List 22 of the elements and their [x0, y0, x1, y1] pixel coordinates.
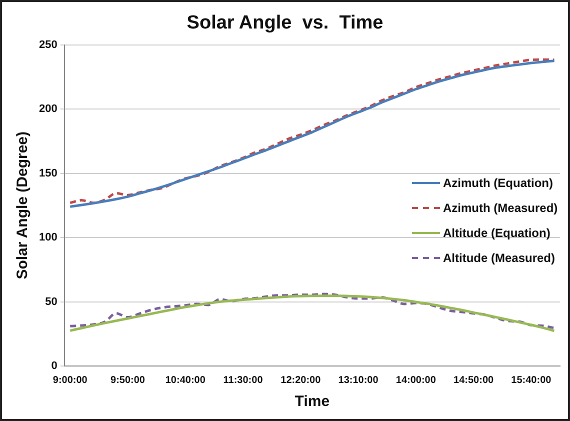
legend-label: Altitude (Measured) — [443, 250, 556, 265]
legend-label: Azimuth (Equation) — [443, 176, 553, 190]
x-tick-label: 15:40:00 — [511, 374, 552, 386]
legend-label: Altitude (Equation) — [443, 226, 550, 240]
y-axis-title: Solar Angle (Degree) — [14, 131, 32, 280]
x-tick-label: 9:50:00 — [110, 374, 146, 386]
x-tick-label: 9:00:00 — [52, 374, 88, 386]
y-tick-label: 200 — [38, 103, 58, 116]
x-tick-label: 11:30:00 — [223, 374, 264, 386]
y-tick-label: 250 — [38, 38, 58, 51]
x-axis-title: Time — [294, 393, 330, 410]
x-tick-label: 12:20:00 — [280, 374, 322, 386]
y-tick-label: 0 — [51, 360, 58, 372]
y-tick-label: 150 — [38, 167, 58, 180]
x-tick-label: 14:50:00 — [454, 374, 494, 386]
y-tick-label: 100 — [38, 232, 58, 244]
x-tick-label: 10:40:00 — [165, 374, 206, 386]
chart-title: Solar Angle vs. Time — [186, 12, 384, 34]
x-tick-label: 14:00:00 — [396, 374, 436, 386]
y-tick-label: 50 — [45, 296, 58, 308]
x-tick-label: 13:10:00 — [338, 374, 379, 386]
legend-label: Azimuth (Measured) — [443, 200, 558, 215]
